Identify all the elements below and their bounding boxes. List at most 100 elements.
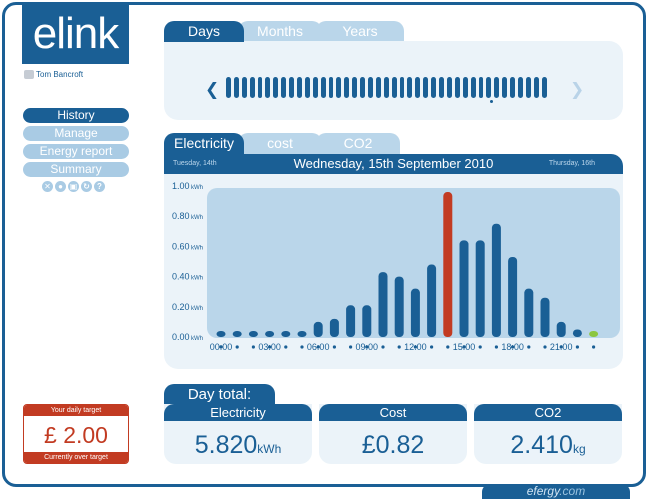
day-pill[interactable] — [470, 77, 476, 98]
tab-cost[interactable]: cost — [238, 133, 322, 154]
day-pill[interactable] — [375, 77, 381, 98]
co2-unit: kg — [572, 442, 586, 456]
tab-months[interactable]: Months — [238, 21, 322, 42]
tab-days[interactable]: Days — [164, 21, 244, 42]
day-pill[interactable] — [273, 77, 279, 98]
chart-bar — [475, 240, 485, 337]
nav-summary-button[interactable]: Summary — [23, 162, 129, 177]
day-pill[interactable] — [289, 77, 295, 98]
target-status: Currently over target — [24, 452, 128, 463]
nav-energy-report-button[interactable]: Energy report — [23, 144, 129, 159]
x-tick-dot — [300, 345, 304, 349]
y-tick-unit: kWh — [191, 306, 203, 312]
day-pill[interactable] — [486, 77, 492, 98]
day-pill[interactable] — [328, 77, 334, 98]
chart-bar — [443, 192, 453, 337]
day-pill[interactable] — [304, 77, 310, 98]
day-pill[interactable] — [454, 77, 460, 98]
total-cost-label: Cost — [319, 404, 467, 421]
chart-bar — [297, 330, 307, 337]
x-tick-dot — [510, 345, 515, 349]
day-pill[interactable] — [510, 77, 515, 98]
close-icon[interactable]: ✕ — [42, 181, 53, 192]
day-pill[interactable] — [383, 77, 389, 98]
day-pill[interactable] — [360, 77, 366, 98]
monitor-icon[interactable]: ▣ — [68, 181, 79, 192]
day-pill[interactable] — [265, 77, 271, 98]
day-pill[interactable] — [233, 77, 239, 98]
user-icon — [24, 70, 34, 79]
chart-bar — [410, 288, 420, 337]
day-pill[interactable] — [525, 77, 531, 98]
chart-bar — [346, 305, 356, 337]
day-pill[interactable] — [281, 77, 287, 98]
x-tick-dot — [430, 345, 434, 349]
refresh-icon[interactable]: ↻ — [81, 181, 92, 192]
y-tick-unit: kWh — [191, 336, 203, 342]
day-pill[interactable] — [399, 77, 405, 98]
x-tick-dot — [575, 345, 580, 349]
day-pill[interactable] — [494, 77, 500, 98]
day-pill[interactable] — [344, 77, 350, 98]
chart-bar — [362, 305, 372, 337]
previous-day-link[interactable]: Tuesday, 14th — [173, 160, 217, 167]
day-pill[interactable] — [478, 77, 484, 98]
day-pill[interactable] — [423, 77, 429, 98]
user-name: Tom Bancroft — [36, 70, 84, 79]
day-pill[interactable] — [431, 77, 437, 98]
settings-icon[interactable]: ● — [55, 181, 66, 192]
day-pill[interactable] — [297, 77, 302, 98]
user-info[interactable]: Tom Bancroft — [24, 70, 83, 79]
day-pill[interactable] — [407, 77, 413, 98]
day-pill[interactable] — [502, 77, 508, 98]
date-navigation: Tuesday, 14th Wednesday, 15th September … — [164, 154, 623, 174]
day-pill[interactable] — [415, 77, 421, 98]
day-pill[interactable] — [226, 77, 231, 98]
tab-years[interactable]: Years — [316, 21, 404, 42]
x-tick-dot — [381, 345, 385, 349]
y-tick-label: 0.40 — [172, 272, 190, 282]
next-day-link[interactable]: Thursday, 16th — [548, 160, 595, 167]
day-pill[interactable] — [368, 77, 373, 98]
chevron-left-icon[interactable]: ❮ — [205, 80, 220, 99]
total-co2-value: 2.410kg — [474, 431, 622, 460]
help-icon[interactable]: ? — [94, 181, 105, 192]
chart-bar — [556, 321, 566, 337]
tab-co2[interactable]: CO2 — [316, 133, 400, 154]
day-pill[interactable] — [439, 77, 444, 98]
x-tick-label: 00:00 — [210, 342, 233, 352]
x-tick-label: 18:00 — [501, 342, 524, 352]
day-pill[interactable] — [320, 77, 326, 98]
x-tick-label: 09:00 — [356, 342, 379, 352]
x-tick-dot — [219, 345, 223, 349]
day-pill[interactable] — [352, 77, 358, 98]
x-tick-dot — [397, 345, 401, 349]
footer-brand-name: efergy — [526, 484, 560, 498]
y-tick-label: 0.80 — [172, 211, 190, 221]
day-pill[interactable] — [257, 77, 263, 98]
day-pill[interactable] — [462, 77, 468, 98]
tool-icons: ✕ ● ▣ ↻ ? — [42, 181, 105, 192]
chart-bar — [248, 330, 258, 337]
day-pill[interactable] — [391, 77, 397, 98]
day-pill[interactable] — [517, 77, 523, 98]
day-total-heading: Day total: — [164, 384, 275, 405]
day-pill[interactable] — [241, 77, 247, 98]
chart-bar — [232, 330, 242, 337]
chart-bar — [508, 256, 518, 337]
total-cost-value: £0.82 — [319, 431, 467, 460]
y-tick-unit: kWh — [191, 185, 203, 191]
day-pill[interactable] — [312, 77, 318, 98]
day-pill[interactable] — [446, 77, 452, 98]
day-pill[interactable] — [541, 77, 547, 98]
tab-electricity[interactable]: Electricity — [164, 133, 244, 154]
day-pill[interactable] — [533, 77, 539, 98]
x-tick-label: 15:00 — [453, 342, 476, 352]
nav-history-button[interactable]: History — [23, 108, 129, 123]
x-tick-dot — [478, 345, 482, 349]
chevron-right-icon[interactable]: ❯ — [570, 80, 585, 99]
day-pill[interactable] — [249, 77, 255, 98]
day-pill[interactable] — [336, 77, 342, 98]
nav-manage-button[interactable]: Manage — [23, 126, 129, 141]
